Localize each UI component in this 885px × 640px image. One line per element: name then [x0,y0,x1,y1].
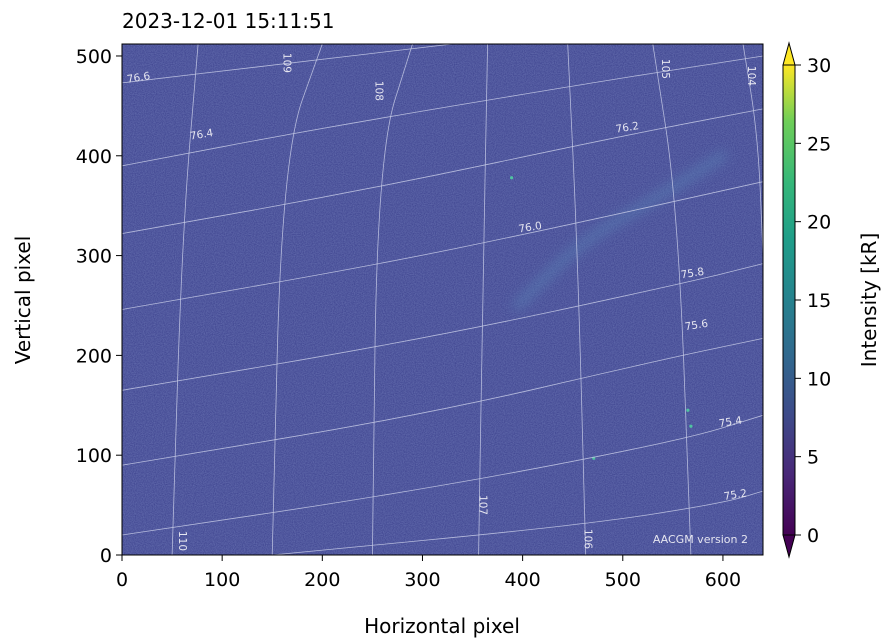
colorbar-tick-label: 10 [807,368,831,390]
y-axis-title: Vertical pixel [11,236,35,365]
axes: 0 100 200 300 400 500 600 0 100 200 300 400 500 [76,43,764,591]
image-noise [122,44,763,555]
latitude-contour [122,338,763,466]
colorbar-tick-label: 30 [807,55,831,77]
x-tick-label: 200 [304,569,340,591]
x-tick-label: 100 [204,569,240,591]
colorbar-tick-label: 15 [807,290,831,312]
longitude-contour-label: 106 [582,529,594,549]
longitude-contour-label: 104 [745,66,757,86]
colorbar: 0 5 10 15 20 25 30 [782,41,831,559]
latitude-contour-label: 75.8 [680,266,705,282]
latitude-contour [122,263,763,391]
longitude-contour [271,44,323,555]
colorbar-tick-label: 25 [807,133,831,155]
latitude-contour [272,490,763,555]
y-tick-label: 0 [100,545,112,567]
colorbar-title: Intensity [kR] [857,233,881,368]
aurora-arc [513,151,728,310]
latitude-contour [122,181,763,310]
y-tick-label: 500 [76,46,112,68]
bright-speck [686,408,690,412]
x-tick-label: 0 [116,569,128,591]
longitude-contour [372,44,413,555]
x-tick-label: 500 [605,569,641,591]
aacgm-annotation: AACGM version 2 [653,533,748,546]
longitude-contour-label: 108 [372,81,384,101]
latitude-contour [122,44,453,84]
plot-area: 76.6 76.4 76.2 76.0 75.8 75.6 75.4 75.2 110 109 10… [122,44,763,555]
latitude-contour-label: 76.4 [189,127,214,143]
x-tick-label: 300 [404,569,440,591]
longitude-contour [478,44,488,555]
longitude-contour [171,44,199,555]
longitude-contour-label: 105 [659,59,671,79]
image-layer: 76.6 76.4 76.2 76.0 75.8 75.6 75.4 75.2 110 109 10… [122,44,763,555]
colorbar-extend-max [782,41,796,66]
colorbar-gradient [783,65,795,535]
x-tick-label: 600 [705,569,741,591]
x-tick-label: 400 [504,569,540,591]
latitude-contour [122,108,763,234]
latitude-contour-label: 75.6 [684,318,709,334]
longitude-contour [742,44,763,256]
latitude-contour [122,414,763,536]
bright-speck [510,176,514,180]
colorbar-tick-label: 5 [807,447,819,469]
y-tick-label: 400 [76,146,112,168]
latitude-contour-label: 76.2 [615,120,640,136]
bright-speck [689,424,693,428]
latitude-contour-label: 75.4 [718,414,743,430]
longitude-contour-label: 110 [176,531,188,551]
colorbar-tick-label: 0 [807,525,819,547]
longitude-contour-label: 109 [280,53,292,73]
longitude-contour-label: 107 [477,495,489,515]
y-tick-label: 300 [76,246,112,268]
plot-frame [121,43,764,556]
latitude-contour-label: 76.6 [126,70,151,86]
longitude-contour [652,44,692,555]
y-tick-label: 100 [76,445,112,467]
longitude-contour [567,44,587,555]
x-axis-title: Horizontal pixel [364,614,520,638]
latitude-contour-label: 75.2 [723,487,748,503]
colorbar-tick-label: 20 [807,212,831,234]
latitude-contour [122,55,763,167]
y-tick-label: 200 [76,345,112,367]
chart-title: 2023-12-01 15:11:51 [122,9,334,33]
latitude-contour-label: 76.0 [518,220,543,236]
colorbar-extend-min [782,534,796,559]
